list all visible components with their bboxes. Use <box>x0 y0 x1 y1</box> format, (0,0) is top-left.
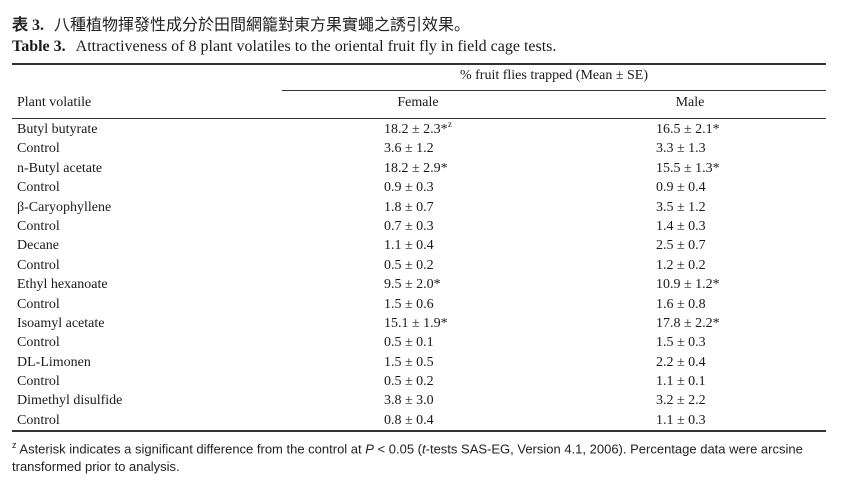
male-value-cell: 1.4 ± 0.3 <box>656 218 706 234</box>
header-plant-volatile: Plant volatile <box>17 95 92 110</box>
table-row: Control 0.5 ± 0.2 1.1 ± 0.1 <box>0 372 852 391</box>
female-value-cell: 18.2 ± 2.3* <box>384 122 448 137</box>
table-top-rule <box>12 63 826 65</box>
table-row: DL-Limonen 1.5 ± 0.5 2.2 ± 0.4 <box>0 353 852 372</box>
male-value-cell: 1.1 ± 0.3 <box>656 412 706 428</box>
female-value-cell: 1.8 ± 0.7 <box>384 199 434 215</box>
male-value-cell: 1.2 ± 0.2 <box>656 257 706 273</box>
table-label-english: Table 3. <box>12 38 66 55</box>
plant-volatile-cell: Dimethyl disulfide <box>17 393 123 409</box>
header-group-label: % fruit flies trapped (Mean ± SE) <box>459 68 649 83</box>
table-row: Butyl butyrate 18.2 ± 2.3* z 16.5 ± 2.1* <box>0 119 852 139</box>
plant-volatile-cell: Control <box>17 141 60 157</box>
male-value-cell: 2.2 ± 0.4 <box>656 354 706 370</box>
table-body: Butyl butyrate 18.2 ± 2.3* z 16.5 ± 2.1* Con… <box>0 119 852 430</box>
header-span-rule <box>282 90 826 91</box>
table-row: β-Caryophyllene 1.8 ± 0.7 3.5 ± 1.2 <box>0 198 852 217</box>
header-bottom-rule <box>12 118 826 119</box>
male-value-cell: 3.5 ± 1.2 <box>656 199 706 215</box>
female-value-cell: 0.7 ± 0.3 <box>384 218 434 234</box>
footnote-text-1: Asterisk indicates a significant differe… <box>16 441 366 457</box>
table-label-chinese: 表 3. <box>12 17 45 34</box>
male-value-cell: 3.3 ± 1.3 <box>656 141 706 157</box>
female-value-cell: 0.9 ± 0.3 <box>384 180 434 196</box>
header-male: Male <box>675 95 705 110</box>
plant-volatile-cell: DL-Limonen <box>17 354 91 370</box>
male-value-cell: 2.5 ± 0.7 <box>656 238 706 254</box>
female-value-cell: 1.5 ± 0.6 <box>384 296 434 312</box>
table-footnote: z Asterisk indicates a significant diffe… <box>12 436 832 476</box>
male-value-cell: 10.9 ± 1.2* <box>656 277 720 293</box>
male-value-cell: 1.5 ± 0.3 <box>656 335 706 351</box>
female-value-cell: 9.5 ± 2.0* <box>384 277 441 293</box>
plant-volatile-cell: Control <box>17 296 60 312</box>
plant-volatile-cell: Control <box>17 257 60 273</box>
female-value-cell: 3.8 ± 3.0 <box>384 393 434 409</box>
table-row: Decane 1.1 ± 0.4 2.5 ± 0.7 <box>0 236 852 255</box>
table-row: Ethyl hexanoate 9.5 ± 2.0* 10.9 ± 1.2* <box>0 275 852 294</box>
table-row: Control 0.5 ± 0.1 1.5 ± 0.3 <box>0 333 852 352</box>
table-caption-chinese: 八種植物揮發性成分於田間網籠對東方果實蠅之誘引效果。 <box>54 17 471 34</box>
male-value-cell: 16.5 ± 2.1* <box>656 122 720 137</box>
footnote-text-3: -tests SAS-EG, Version 4.1, 2006). Perce… <box>12 441 803 475</box>
plant-volatile-cell: n-Butyl acetate <box>17 160 103 176</box>
plant-volatile-cell: Control <box>17 412 60 428</box>
footnote-marker: z <box>12 440 17 450</box>
plant-volatile-cell: β-Caryophyllene <box>17 199 112 215</box>
footnote-text-2: < 0.05 ( <box>373 441 422 457</box>
female-value-cell: 0.5 ± 0.2 <box>384 374 434 390</box>
plant-volatile-cell: Decane <box>17 238 59 254</box>
table-row: Control 3.6 ± 1.2 3.3 ± 1.3 <box>0 139 852 158</box>
female-value-cell: 0.5 ± 0.2 <box>384 257 434 273</box>
female-value-cell: 1.1 ± 0.4 <box>384 238 434 254</box>
female-value-cell: 15.1 ± 1.9* <box>384 315 448 331</box>
table-row: Control 1.5 ± 0.6 1.6 ± 0.8 <box>0 295 852 314</box>
table-row: Control 0.8 ± 0.4 1.1 ± 0.3 <box>0 411 852 430</box>
superscript-marker: z <box>448 119 452 129</box>
table-caption-english: Attractiveness of 8 plant volatiles to t… <box>75 38 557 55</box>
table-row: Control 0.9 ± 0.3 0.9 ± 0.4 <box>0 178 852 197</box>
plant-volatile-cell: Control <box>17 374 60 390</box>
table-row: Control 0.5 ± 0.2 1.2 ± 0.2 <box>0 256 852 275</box>
table-row: Dimethyl disulfide 3.8 ± 3.0 3.2 ± 2.2 <box>0 391 852 410</box>
female-value-cell: 1.5 ± 0.5 <box>384 354 434 370</box>
table-row: Control 0.7 ± 0.3 1.4 ± 0.3 <box>0 217 852 236</box>
table-row: n-Butyl acetate 18.2 ± 2.9* 15.5 ± 1.3* <box>0 159 852 178</box>
footnote-t: t <box>422 441 426 457</box>
female-value-cell: 18.2 ± 2.9* <box>384 160 448 176</box>
plant-volatile-cell: Control <box>17 218 60 234</box>
male-value-cell: 1.6 ± 0.8 <box>656 296 706 312</box>
plant-volatile-cell: Control <box>17 335 60 351</box>
table-title-english: Table 3. Attractiveness of 8 plant volati… <box>12 38 556 56</box>
male-value-cell: 3.2 ± 2.2 <box>656 393 706 409</box>
female-value-cell: 3.6 ± 1.2 <box>384 141 434 157</box>
male-value-cell: 0.9 ± 0.4 <box>656 180 706 196</box>
table-row: Isoamyl acetate 15.1 ± 1.9* 17.8 ± 2.2* <box>0 314 852 333</box>
plant-volatile-cell: Control <box>17 180 60 196</box>
plant-volatile-cell: Isoamyl acetate <box>17 315 105 331</box>
male-value-cell: 17.8 ± 2.2* <box>656 315 720 331</box>
footnote-p: P <box>365 441 374 457</box>
table-title-chinese: 表 3. 八種植物揮發性成分於田間網籠對東方果實蠅之誘引效果。 <box>12 11 470 35</box>
female-value-cell: 0.8 ± 0.4 <box>384 412 434 428</box>
female-value-cell: 0.5 ± 0.1 <box>384 335 434 351</box>
male-value-cell: 1.1 ± 0.1 <box>656 374 706 390</box>
plant-volatile-cell: Butyl butyrate <box>17 122 98 137</box>
male-value-cell: 15.5 ± 1.3* <box>656 160 720 176</box>
header-female: Female <box>397 95 439 110</box>
table-bottom-rule <box>12 430 826 432</box>
plant-volatile-cell: Ethyl hexanoate <box>17 277 108 293</box>
